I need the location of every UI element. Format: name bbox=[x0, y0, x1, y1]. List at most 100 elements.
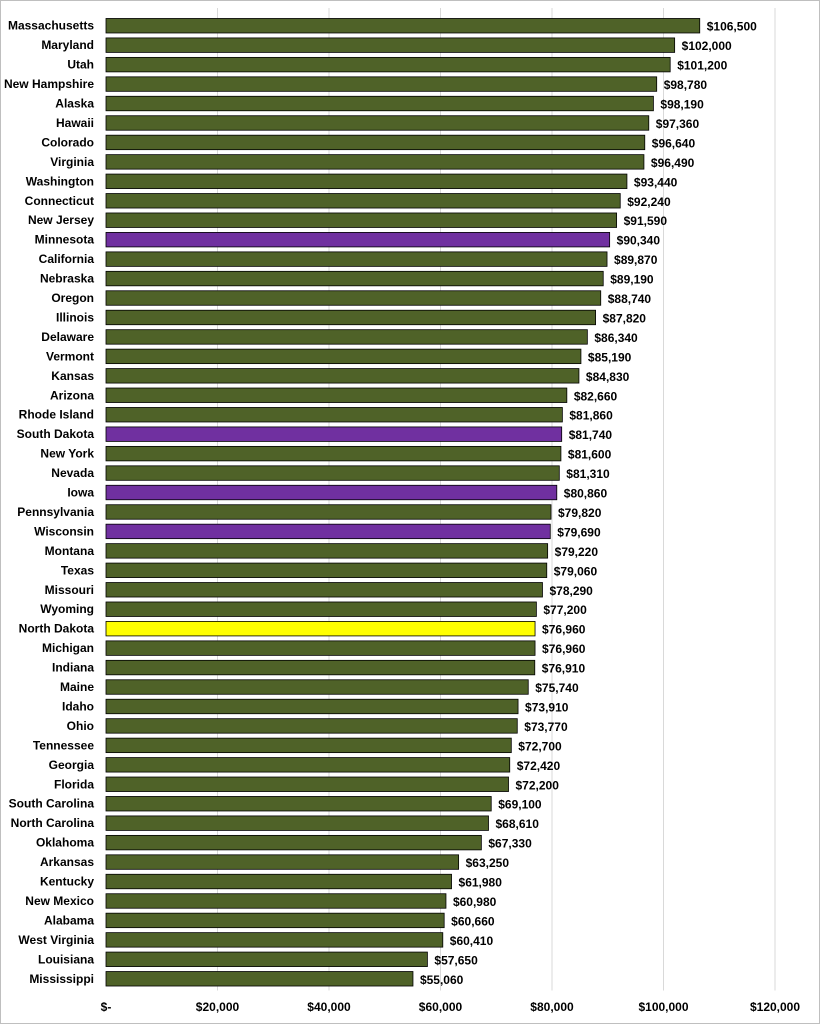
bar bbox=[105, 115, 650, 131]
bar bbox=[105, 757, 511, 773]
bar bbox=[105, 659, 536, 676]
x-tick-label: $40,000 bbox=[307, 1000, 351, 1014]
value-label: $92,240 bbox=[627, 195, 671, 209]
value-label: $84,830 bbox=[586, 370, 630, 384]
category-label: Hawaii bbox=[56, 116, 94, 130]
category-label: West Virginia bbox=[18, 933, 94, 947]
bar bbox=[105, 971, 414, 987]
bar bbox=[105, 193, 621, 209]
category-label: Louisiana bbox=[38, 952, 94, 966]
category-label: Texas bbox=[61, 563, 94, 577]
category-label: Nebraska bbox=[40, 272, 94, 286]
category-label: Ohio bbox=[67, 719, 94, 733]
bar bbox=[105, 445, 562, 462]
category-label: Michigan bbox=[42, 641, 94, 655]
value-label: $73,770 bbox=[524, 720, 568, 734]
value-label: $89,870 bbox=[614, 253, 658, 267]
bar bbox=[105, 76, 658, 92]
category-label: Pennsylvania bbox=[17, 505, 94, 519]
value-label: $96,490 bbox=[651, 156, 695, 170]
value-label: $76,960 bbox=[542, 623, 586, 637]
value-label: $78,290 bbox=[549, 584, 593, 598]
value-label: $63,250 bbox=[466, 856, 510, 870]
category-label: New Jersey bbox=[28, 213, 94, 227]
bar bbox=[105, 212, 618, 228]
value-label: $69,100 bbox=[498, 798, 542, 812]
category-label: Indiana bbox=[52, 661, 94, 675]
bar bbox=[105, 562, 548, 578]
bar bbox=[105, 173, 628, 189]
value-label: $76,910 bbox=[542, 662, 586, 676]
value-label: $106,500 bbox=[707, 20, 757, 34]
category-label: South Dakota bbox=[17, 427, 95, 441]
value-label: $79,060 bbox=[554, 564, 598, 578]
category-label: Oregon bbox=[51, 291, 94, 305]
category-label: New Hampshire bbox=[4, 77, 94, 91]
x-tick-label: $20,000 bbox=[196, 1000, 240, 1014]
bar bbox=[105, 407, 563, 423]
value-label: $97,360 bbox=[656, 117, 700, 131]
category-label: Kentucky bbox=[40, 875, 94, 889]
category-label: Missouri bbox=[45, 583, 94, 597]
bar bbox=[105, 912, 445, 929]
value-label: $72,200 bbox=[516, 778, 560, 792]
bar bbox=[105, 348, 582, 365]
bar bbox=[105, 251, 608, 267]
value-label: $81,310 bbox=[566, 467, 610, 481]
bar bbox=[105, 37, 676, 53]
category-label: Massachusetts bbox=[8, 19, 94, 33]
category-label: Maine bbox=[60, 680, 94, 694]
bar bbox=[105, 387, 568, 403]
category-label: Wisconsin bbox=[34, 524, 94, 538]
value-label: $81,860 bbox=[569, 409, 613, 423]
value-label: $91,590 bbox=[624, 214, 668, 228]
bar bbox=[105, 718, 518, 734]
value-label: $93,440 bbox=[634, 175, 678, 189]
bar bbox=[105, 951, 428, 967]
bar bbox=[105, 932, 444, 948]
value-label: $98,190 bbox=[660, 98, 704, 112]
category-label: Maryland bbox=[41, 38, 94, 52]
x-tick-label: $120,000 bbox=[750, 1000, 800, 1014]
bar bbox=[105, 815, 489, 831]
x-tick-label: $- bbox=[101, 1000, 112, 1014]
bar bbox=[105, 776, 509, 792]
bar bbox=[105, 582, 543, 598]
value-label: $81,600 bbox=[568, 448, 612, 462]
value-label: $82,660 bbox=[574, 389, 618, 403]
value-label: $60,980 bbox=[453, 895, 497, 909]
category-label: Vermont bbox=[46, 349, 94, 363]
bar bbox=[105, 465, 560, 481]
value-label: $61,980 bbox=[459, 876, 503, 890]
bar bbox=[105, 309, 597, 326]
value-label: $79,220 bbox=[555, 545, 599, 559]
value-label: $60,410 bbox=[450, 934, 494, 948]
bar bbox=[105, 854, 460, 870]
category-label: Alaska bbox=[55, 97, 94, 111]
bar bbox=[105, 504, 552, 520]
category-label: Arkansas bbox=[40, 855, 94, 869]
bar bbox=[105, 368, 580, 384]
category-label: South Carolina bbox=[9, 797, 95, 811]
value-label: $72,700 bbox=[518, 739, 562, 753]
bar bbox=[105, 154, 645, 170]
bar bbox=[105, 484, 558, 501]
value-label: $77,200 bbox=[543, 603, 587, 617]
category-label: Idaho bbox=[62, 699, 94, 713]
value-label: $81,740 bbox=[569, 428, 613, 442]
value-label: $72,420 bbox=[517, 759, 561, 773]
bar bbox=[105, 290, 602, 306]
bar bbox=[105, 134, 646, 151]
value-label: $101,200 bbox=[677, 59, 727, 73]
value-label: $102,000 bbox=[682, 39, 732, 53]
value-label: $76,960 bbox=[542, 642, 586, 656]
bar bbox=[105, 601, 537, 617]
value-label: $57,650 bbox=[434, 953, 478, 967]
bar bbox=[105, 679, 529, 695]
bar bbox=[105, 18, 701, 34]
category-label: Illinois bbox=[56, 310, 94, 324]
category-label: Iowa bbox=[67, 486, 94, 500]
category-label: Kansas bbox=[51, 369, 94, 383]
category-label: North Carolina bbox=[11, 816, 95, 830]
category-label: New York bbox=[40, 447, 94, 461]
